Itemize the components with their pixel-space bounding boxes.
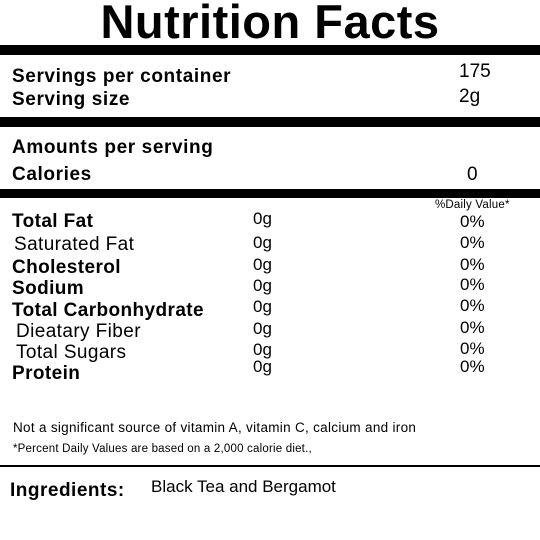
nutrient-daily-value: 0% (460, 233, 485, 252)
nutrient-amount: 0g (253, 340, 272, 359)
calories-label: Calories (12, 164, 92, 185)
nutrient-amount: 0g (253, 233, 272, 252)
nutrient-name: Total Sugars (16, 342, 127, 363)
daily-value-header: %Daily Value* (435, 199, 510, 211)
nutrient-daily-value: 0% (460, 296, 485, 315)
nutrient-daily-value: 0% (460, 339, 485, 358)
nutrient-name: Sodium (12, 278, 85, 299)
nutrient-daily-value: 0% (460, 212, 485, 231)
percent-daily-footnote: *Percent Daily Values are based on a 2,0… (13, 443, 312, 455)
divider-thick (0, 117, 540, 127)
nutrient-name: Saturated Fat (14, 234, 135, 255)
serving-size-value: 2g (459, 86, 481, 107)
nutrient-name: Total Fat (12, 211, 94, 232)
nutrient-daily-value: 0% (460, 318, 485, 337)
amounts-per-serving-header: Amounts per serving (12, 137, 214, 158)
ingredients-value: Black Tea and Bergamot (151, 477, 336, 496)
nutrient-amount: 0g (253, 297, 272, 316)
nutrient-amount: 0g (253, 319, 272, 338)
servings-per-container-label: Servings per container (12, 66, 232, 87)
servings-per-container-value: 175 (459, 61, 491, 82)
nutrient-name: Cholesterol (12, 257, 121, 278)
calories-value: 0 (467, 164, 478, 185)
nutrient-daily-value: 0% (460, 357, 485, 376)
divider-thin (0, 465, 540, 467)
nutrient-name: Total Carbonhydrate (12, 300, 204, 321)
nutrient-daily-value: 0% (460, 255, 485, 274)
nutrient-amount: 0g (253, 255, 272, 274)
ingredients-label: Ingredients: (10, 480, 125, 501)
divider-thick (0, 45, 540, 55)
nutrient-amount: 0g (253, 276, 272, 295)
label-title: Nutrition Facts (100, 0, 440, 48)
nutrient-name: Protein (12, 363, 81, 384)
serving-size-label: Serving size (12, 89, 131, 110)
nutrient-amount: 0g (253, 357, 272, 376)
nutrient-daily-value: 0% (460, 275, 485, 294)
divider-thick (0, 189, 540, 198)
vitamin-footnote: Not a significant source of vitamin A, v… (13, 420, 417, 435)
nutrient-name: Dieatary Fiber (16, 321, 141, 342)
nutrient-amount: 0g (253, 209, 272, 228)
